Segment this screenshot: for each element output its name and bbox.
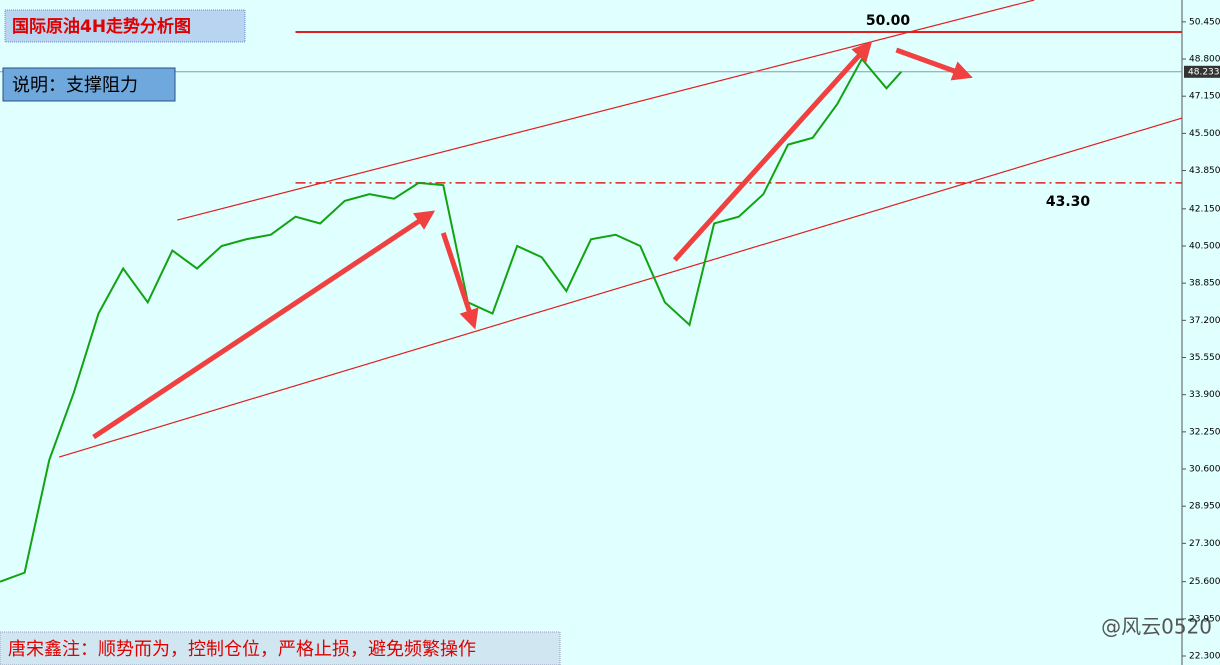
y-tick-label: 42.150 bbox=[1189, 204, 1220, 214]
last-price-label: 48.233 bbox=[1188, 67, 1220, 77]
y-tick-label: 37.200 bbox=[1189, 316, 1220, 326]
arrow bbox=[92, 210, 436, 440]
y-tick-label: 35.550 bbox=[1189, 353, 1220, 363]
plot-bg bbox=[0, 0, 1182, 665]
y-tick-label: 27.300 bbox=[1189, 539, 1220, 549]
y-tick-label: 40.500 bbox=[1189, 241, 1220, 251]
trendline bbox=[58, 117, 1183, 458]
level-label: 43.30 bbox=[1046, 194, 1091, 210]
arrow bbox=[672, 41, 873, 262]
chart-title: 国际原油4H走势分析图 bbox=[12, 16, 191, 37]
note: 唐宋鑫注：顺势而为，控制仓位，严格止损，避免频繁操作 bbox=[8, 639, 476, 660]
axis-bg bbox=[1182, 0, 1220, 665]
y-tick-label: 28.950 bbox=[1189, 502, 1220, 512]
subtitle: 说明：支撑阻力 bbox=[12, 75, 138, 96]
title-box bbox=[4, 9, 246, 43]
price-line bbox=[0, 57, 903, 583]
level-label: 50.00 bbox=[866, 13, 911, 29]
y-tick-label: 25.600 bbox=[1189, 577, 1220, 587]
note-box bbox=[0, 631, 561, 665]
y-tick-label: 33.900 bbox=[1189, 390, 1220, 400]
y-tick-label: 30.600 bbox=[1189, 465, 1220, 475]
y-tick-label: 45.500 bbox=[1189, 129, 1220, 139]
y-tick-label: 50.450 bbox=[1189, 17, 1220, 27]
y-tick-label: 23.950 bbox=[1189, 614, 1220, 624]
last-price-box bbox=[1184, 65, 1220, 78]
y-tick-label: 22.300 bbox=[1189, 651, 1220, 661]
subtitle-box bbox=[2, 67, 176, 102]
arrow bbox=[440, 232, 479, 330]
y-tick-label: 32.250 bbox=[1189, 427, 1220, 437]
y-tick-label: 48.800 bbox=[1189, 55, 1220, 65]
watermark: @风云0520 bbox=[1101, 615, 1212, 639]
y-tick-label: 47.150 bbox=[1189, 92, 1220, 102]
arrow bbox=[895, 47, 973, 81]
y-tick-label: 38.850 bbox=[1189, 279, 1220, 289]
y-tick-label: 43.850 bbox=[1189, 166, 1220, 176]
